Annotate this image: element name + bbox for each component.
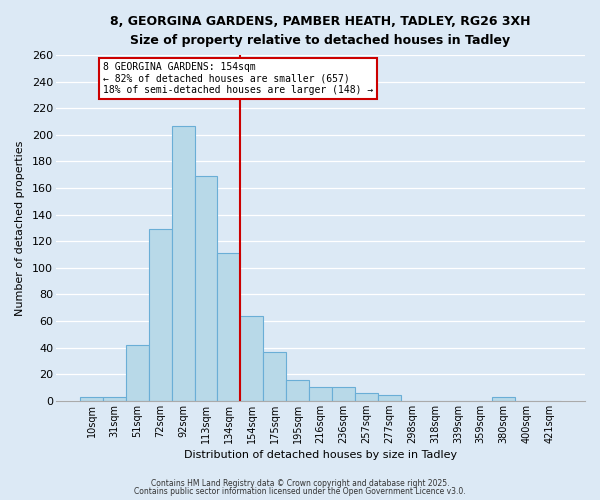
- Bar: [378, 396, 401, 401]
- Bar: [263, 352, 286, 401]
- Y-axis label: Number of detached properties: Number of detached properties: [15, 140, 25, 316]
- Bar: [217, 253, 241, 401]
- Bar: [172, 126, 194, 401]
- X-axis label: Distribution of detached houses by size in Tadley: Distribution of detached houses by size …: [184, 450, 457, 460]
- Bar: [332, 388, 355, 401]
- Bar: [241, 316, 263, 401]
- Bar: [286, 380, 309, 401]
- Text: Contains public sector information licensed under the Open Government Licence v3: Contains public sector information licen…: [134, 487, 466, 496]
- Bar: [80, 397, 103, 401]
- Text: 8 GEORGINA GARDENS: 154sqm
← 82% of detached houses are smaller (657)
18% of sem: 8 GEORGINA GARDENS: 154sqm ← 82% of deta…: [103, 62, 373, 95]
- Bar: [355, 393, 378, 401]
- Bar: [194, 176, 217, 401]
- Text: Contains HM Land Registry data © Crown copyright and database right 2025.: Contains HM Land Registry data © Crown c…: [151, 478, 449, 488]
- Bar: [492, 397, 515, 401]
- Bar: [103, 397, 126, 401]
- Bar: [126, 345, 149, 401]
- Bar: [149, 230, 172, 401]
- Bar: [309, 388, 332, 401]
- Title: 8, GEORGINA GARDENS, PAMBER HEATH, TADLEY, RG26 3XH
Size of property relative to: 8, GEORGINA GARDENS, PAMBER HEATH, TADLE…: [110, 15, 531, 47]
